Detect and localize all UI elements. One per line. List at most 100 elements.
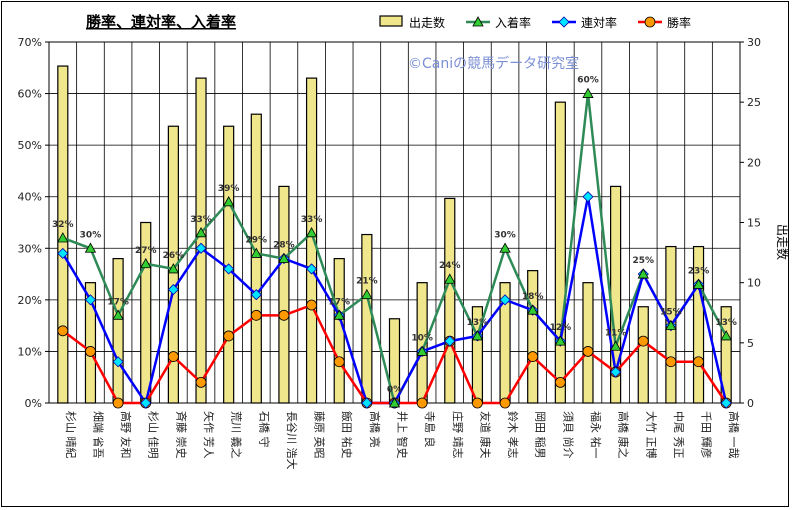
marker-circle [499, 397, 511, 409]
category-label: 荒川 義之 [230, 411, 244, 459]
data-label: 15% [660, 308, 682, 318]
category-label: 井上 智史 [396, 411, 410, 459]
marker-circle [665, 356, 677, 368]
category-label: 矢作 芳人 [202, 411, 216, 459]
data-label: 33% [301, 215, 323, 225]
marker-triangle [471, 330, 484, 341]
bar [250, 113, 262, 404]
legend-swatch-bar [379, 15, 403, 27]
marker-diamond [140, 397, 152, 409]
marker-diamond [444, 335, 456, 347]
marker-triangle [554, 335, 567, 346]
data-label: 24% [439, 261, 461, 271]
marker-triangle [250, 247, 262, 258]
category-label: 寺島 良 [423, 411, 437, 448]
marker-triangle [472, 16, 484, 27]
category-label: 高橋 亮 [368, 411, 382, 448]
right-tick-label: 10 [747, 277, 761, 290]
data-label: 27% [135, 246, 157, 256]
category-label: 岡田 稲男 [534, 411, 547, 459]
left-tick-label: 70% [18, 36, 42, 49]
bar [361, 233, 373, 404]
left-tick-label: 50% [18, 139, 42, 152]
marker-triangle [222, 196, 235, 207]
marker-triangle [499, 242, 511, 253]
marker-circle [57, 325, 69, 337]
category-label: 石橋 守 [257, 411, 271, 448]
marker-circle [112, 397, 124, 409]
marker-diamond [167, 283, 179, 296]
data-label: 29% [246, 235, 268, 245]
data-label: 17% [107, 297, 129, 307]
y2-axis-label: 出走数 [775, 224, 790, 260]
category-label: 杉山 佳明 [147, 411, 161, 459]
left-tick-label: 60% [18, 88, 42, 101]
bar [554, 101, 566, 404]
marker-triangle [112, 309, 124, 320]
marker-circle [416, 397, 428, 409]
category-label: 高野 友和 [119, 411, 133, 459]
marker-triangle [527, 304, 539, 315]
bar [333, 258, 345, 404]
marker-diamond [57, 247, 69, 260]
marker-diamond [84, 294, 97, 306]
marker-triangle [278, 252, 290, 264]
marker-diamond [499, 294, 511, 306]
marker-circle [278, 309, 290, 321]
category-label: 大竹 正博 [644, 411, 658, 459]
category-label: 鈴木 孝志 [506, 411, 520, 459]
bar [444, 197, 456, 404]
legend-label: 入着率 [495, 15, 531, 30]
marker-triangle [305, 226, 318, 238]
marker-circle [250, 309, 262, 321]
marker-diamond [610, 366, 622, 378]
data-label: 30% [494, 230, 516, 240]
axis-layer: 0% 10% 20% 30% 40% 50% 60% 70% 0 5 10 15 20 25 30 杉山 晴紀… [18, 36, 761, 470]
legend: 出走数 入着率 連対率 勝率 [379, 15, 691, 30]
bar [527, 270, 539, 404]
data-label: 32% [52, 220, 74, 230]
data-labels-layer: 32% 30% 17% 27% 26% 33% 39% 29% 28% 33% 17% 21% 0% 10… [52, 76, 737, 395]
data-label: 33% [190, 215, 212, 225]
bar [692, 245, 705, 404]
marker-circle [472, 397, 483, 409]
marker-diamond [250, 289, 262, 301]
marker-triangle [720, 330, 732, 341]
right-tick-label: 5 [747, 337, 754, 350]
data-label: 18% [522, 292, 544, 302]
category-label: 庄野 靖志 [451, 411, 465, 459]
marker-circle [527, 351, 539, 362]
category-label: 福永 祐一 [589, 411, 603, 459]
data-label: 12% [550, 323, 572, 333]
legend-label: 出走数 [409, 15, 445, 30]
data-label: 30% [80, 230, 102, 240]
marker-triangle [167, 263, 180, 274]
right-tick-label: 15 [747, 217, 761, 230]
lines-layer [57, 87, 732, 409]
left-tick-label: 10% [18, 345, 42, 358]
marker-diamond [223, 263, 235, 275]
legend-label: 連対率 [581, 15, 617, 30]
right-tick-label: 25 [747, 96, 761, 109]
watermark: ©Caniの競馬データ研究室 [408, 55, 579, 72]
bar [84, 282, 97, 404]
left-tick-label: 30% [18, 242, 42, 255]
marker-triangle [444, 273, 456, 284]
marker-circle [693, 356, 704, 368]
marker-diamond [361, 397, 373, 409]
marker-triangle [609, 340, 622, 351]
category-label: 藤原 英昭 [313, 411, 327, 459]
legend-label: 勝率 [667, 15, 691, 30]
marker-diamond [582, 191, 594, 203]
marker-triangle [140, 257, 152, 269]
marker-circle [306, 299, 317, 311]
left-tick-label: 20% [18, 294, 42, 307]
category-label: 高橋 康之 [617, 411, 631, 459]
data-label: 11% [605, 328, 627, 338]
category-label: 須貝 尚介 [561, 411, 575, 459]
marker-circle [333, 356, 345, 368]
right-tick-label: 0 [747, 397, 754, 410]
data-label: 0% [387, 385, 402, 395]
marker-triangle [637, 268, 649, 279]
marker-triangle [84, 242, 97, 253]
